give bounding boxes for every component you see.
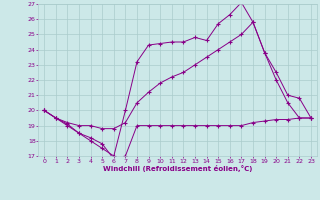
X-axis label: Windchill (Refroidissement éolien,°C): Windchill (Refroidissement éolien,°C) (103, 165, 252, 172)
